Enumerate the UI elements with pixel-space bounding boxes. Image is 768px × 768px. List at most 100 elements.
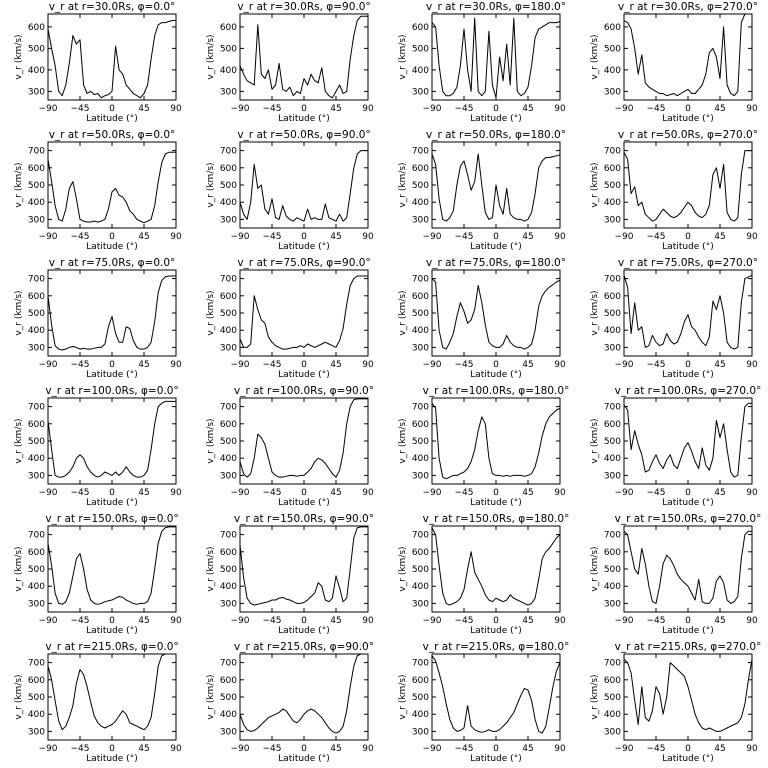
y-tick-label: 300 xyxy=(28,599,45,609)
x-axis-label: Latitude (°) xyxy=(470,114,521,124)
x-tick-label: −90 xyxy=(423,232,442,242)
y-tick-label: 700 xyxy=(28,275,45,285)
y-tick-label: 300 xyxy=(604,599,621,609)
y-tick-label: 700 xyxy=(28,531,45,541)
panel-1: v_r at r=30.0Rs, φ=0.0° −90 −45 0 45 90 300 400… xyxy=(14,1,182,124)
plot-frame xyxy=(623,141,753,229)
panel-title: v_r at r=75.0Rs, φ=90.0° xyxy=(237,257,370,269)
y-axis-label: v_r (km/s) xyxy=(206,34,216,79)
x-tick-label: 45 xyxy=(138,360,149,370)
x-tick-label: −90 xyxy=(39,360,58,370)
panel-title: v_r at r=30.0Rs, φ=180.0° xyxy=(426,1,566,13)
y-tick-label: 500 xyxy=(28,565,45,575)
y-tick-label: 400 xyxy=(604,582,621,592)
y-tick-label: 600 xyxy=(28,164,45,174)
x-tick-label: 0 xyxy=(109,360,115,370)
y-tick-label: 700 xyxy=(412,531,429,541)
y-tick-label: 300 xyxy=(604,343,621,353)
panel-14: v_r at r=100.0Rs, φ=90.0° −90 −45 0 45 90 300 4… xyxy=(206,385,374,508)
x-tick-label: −90 xyxy=(615,488,634,498)
x-tick-label: −45 xyxy=(455,360,474,370)
y-tick-label: 400 xyxy=(604,326,621,336)
x-tick-label: −45 xyxy=(263,488,282,498)
y-axis-label: v_r (km/s) xyxy=(398,290,408,335)
y-tick-label: 600 xyxy=(28,548,45,558)
x-tick-label: −45 xyxy=(71,104,90,114)
x-tick-label: −45 xyxy=(263,360,282,370)
x-tick-label: −90 xyxy=(231,104,250,114)
y-tick-label: 600 xyxy=(28,420,45,430)
y-tick-label: 300 xyxy=(604,215,621,225)
series-line xyxy=(623,150,752,222)
plot-frame xyxy=(431,13,561,101)
panel-title: v_r at r=150.0Rs, φ=0.0° xyxy=(45,513,178,525)
x-tick-label: 45 xyxy=(330,488,341,498)
x-tick-label: 90 xyxy=(554,744,566,754)
y-tick-label: 300 xyxy=(28,727,45,737)
x-tick-label: 0 xyxy=(109,104,115,114)
y-tick-label: 600 xyxy=(28,676,45,686)
x-tick-label: 90 xyxy=(170,104,182,114)
y-tick-label: 700 xyxy=(604,147,621,157)
x-tick-label: 0 xyxy=(685,488,691,498)
x-tick-label: 45 xyxy=(138,232,149,242)
y-tick-label: 300 xyxy=(28,215,45,225)
x-tick-label: 90 xyxy=(746,104,758,114)
y-tick-label: 600 xyxy=(604,23,621,33)
x-axis-label: Latitude (°) xyxy=(662,754,713,764)
x-tick-label: 90 xyxy=(362,616,374,626)
y-tick-label: 500 xyxy=(604,693,621,703)
x-tick-label: 45 xyxy=(714,232,725,242)
y-tick-label: 500 xyxy=(412,565,429,575)
y-tick-label: 400 xyxy=(412,66,429,76)
x-tick-label: 45 xyxy=(138,488,149,498)
plot-frame xyxy=(47,653,177,741)
y-tick-label: 400 xyxy=(604,198,621,208)
x-tick-label: 45 xyxy=(330,360,341,370)
y-tick-label: 300 xyxy=(220,599,237,609)
y-tick-label: 700 xyxy=(604,403,621,413)
x-tick-label: 90 xyxy=(170,232,182,242)
plot-frame xyxy=(239,397,369,485)
x-tick-label: 90 xyxy=(554,360,566,370)
panel-title: v_r at r=50.0Rs, φ=90.0° xyxy=(237,129,370,141)
y-tick-label: 600 xyxy=(604,292,621,302)
x-tick-label: 90 xyxy=(746,744,758,754)
x-tick-label: −45 xyxy=(647,744,666,754)
x-tick-label: 90 xyxy=(554,104,566,114)
x-tick-label: −45 xyxy=(455,104,474,114)
x-axis-label: Latitude (°) xyxy=(470,498,521,508)
y-tick-label: 500 xyxy=(604,309,621,319)
y-tick-label: 500 xyxy=(28,309,45,319)
x-tick-label: −90 xyxy=(615,616,634,626)
series-line xyxy=(431,655,561,734)
panel-20: v_r at r=150.0Rs, φ=270.0° −90 −45 0 45 90 300… xyxy=(590,513,761,636)
y-tick-label: 700 xyxy=(604,531,621,541)
y-tick-label: 500 xyxy=(220,565,237,575)
panel-title: v_r at r=30.0Rs, φ=90.0° xyxy=(237,1,370,13)
x-tick-label: −90 xyxy=(39,104,58,114)
x-tick-label: 90 xyxy=(170,360,182,370)
x-tick-label: 0 xyxy=(301,360,307,370)
panel-7: v_r at r=50.0Rs, φ=180.0° −90 −45 0 45 90 300 4… xyxy=(398,129,566,252)
y-tick-label: 500 xyxy=(28,181,45,191)
x-tick-label: −90 xyxy=(231,616,250,626)
panel-3: v_r at r=30.0Rs, φ=180.0° −90 −45 0 45 90 300 4… xyxy=(398,1,566,124)
x-tick-label: −45 xyxy=(263,744,282,754)
y-tick-label: 500 xyxy=(220,693,237,703)
plot-frame xyxy=(431,269,561,357)
panel-title: v_r at r=215.0Rs, φ=180.0° xyxy=(423,641,570,653)
y-tick-label: 600 xyxy=(220,23,237,33)
y-tick-label: 700 xyxy=(412,147,429,157)
panel-title: v_r at r=100.0Rs, φ=180.0° xyxy=(423,385,570,397)
panel-title: v_r at r=100.0Rs, φ=90.0° xyxy=(234,385,374,397)
y-tick-label: 600 xyxy=(412,292,429,302)
x-axis-label: Latitude (°) xyxy=(86,498,137,508)
y-axis-label: v_r (km/s) xyxy=(398,418,408,463)
series-line xyxy=(623,402,752,478)
x-tick-label: 90 xyxy=(554,616,566,626)
y-tick-label: 400 xyxy=(220,198,237,208)
y-tick-label: 600 xyxy=(604,164,621,174)
y-axis-label: v_r (km/s) xyxy=(206,418,216,463)
plot-frame xyxy=(623,525,753,613)
